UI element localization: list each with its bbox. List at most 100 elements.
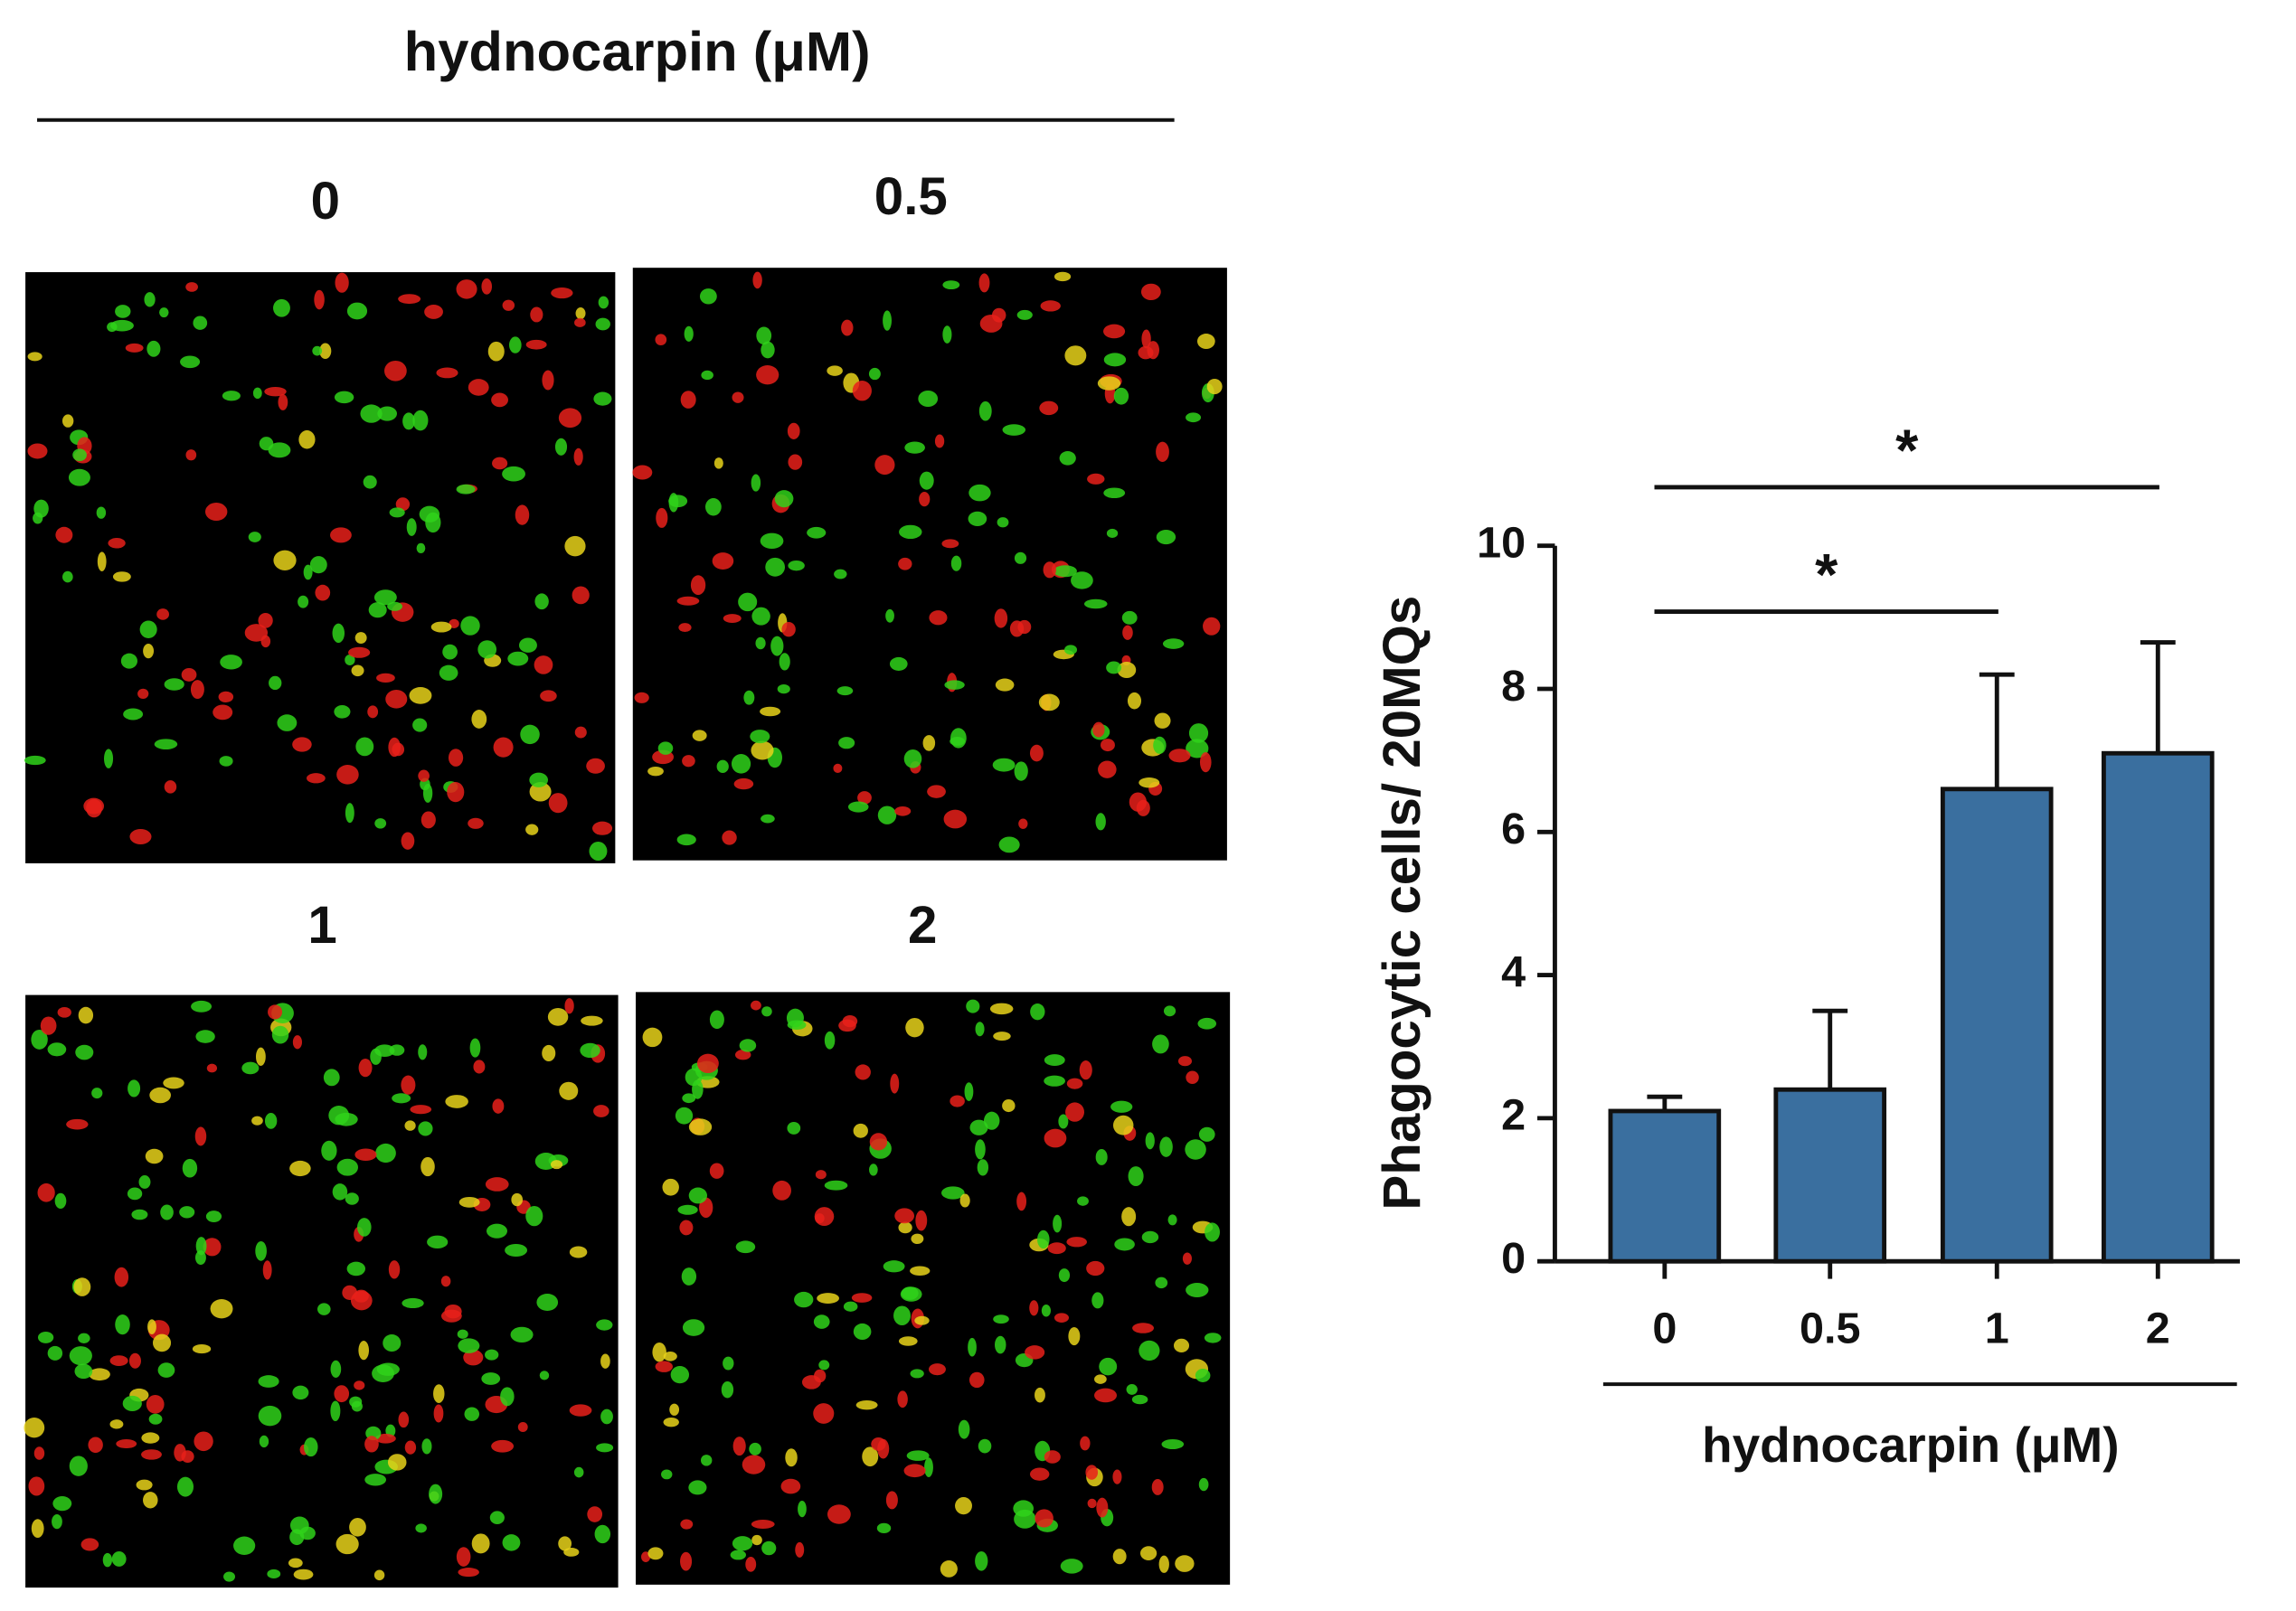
- cell: [136, 1479, 153, 1491]
- cell: [647, 766, 664, 777]
- cell: [332, 1183, 348, 1201]
- cell: [342, 1285, 358, 1300]
- cell: [1087, 1498, 1097, 1509]
- cell: [580, 1042, 600, 1059]
- cell: [1141, 1230, 1159, 1244]
- cell: [1101, 739, 1115, 752]
- cell: [655, 1361, 673, 1372]
- cell: [680, 1519, 694, 1530]
- cell: [929, 610, 948, 626]
- cell: [1203, 617, 1221, 636]
- cell: [542, 370, 554, 391]
- cell: [794, 1291, 814, 1308]
- cell: [569, 1246, 588, 1258]
- cell: [271, 1025, 289, 1044]
- cell: [185, 449, 197, 461]
- cell: [1114, 1238, 1135, 1251]
- cell: [1154, 712, 1171, 729]
- cell: [27, 443, 48, 459]
- cell: [244, 624, 269, 642]
- cell: [449, 618, 459, 629]
- cell: [598, 296, 609, 309]
- cell: [1167, 1214, 1177, 1226]
- cell: [1016, 309, 1033, 320]
- cell: [471, 1533, 490, 1554]
- y-tick-label: 6: [1501, 805, 1526, 853]
- cell: [993, 1032, 1011, 1041]
- cell: [676, 834, 696, 846]
- cell: [536, 1293, 559, 1311]
- cell: [918, 390, 939, 408]
- cell: [440, 1309, 462, 1323]
- cell: [732, 1536, 753, 1551]
- cell: [668, 495, 688, 508]
- cell: [115, 305, 131, 318]
- cell: [721, 1380, 734, 1399]
- cell: [670, 1365, 690, 1384]
- cell: [833, 763, 843, 773]
- cell: [332, 623, 345, 644]
- cell: [1044, 1075, 1065, 1087]
- cell: [772, 1180, 791, 1201]
- cell: [1128, 1166, 1144, 1187]
- cell: [143, 1492, 158, 1509]
- cell: [922, 735, 936, 751]
- cell: [968, 484, 991, 502]
- y-tick-label: 0: [1501, 1234, 1526, 1283]
- cell: [252, 387, 262, 400]
- cell: [735, 1240, 756, 1254]
- cell: [255, 1240, 267, 1261]
- cell: [558, 408, 582, 429]
- cell: [309, 556, 327, 574]
- cell: [1177, 1056, 1192, 1067]
- cell: [554, 438, 568, 456]
- cell: [559, 1081, 579, 1100]
- cell: [779, 653, 790, 671]
- cell: [1127, 692, 1142, 710]
- cell: [404, 1120, 416, 1131]
- cell: [813, 1314, 830, 1329]
- cell: [573, 448, 583, 466]
- cell: [853, 1123, 868, 1138]
- cell: [801, 1375, 821, 1390]
- cell: [289, 1160, 311, 1177]
- cell: [47, 1345, 63, 1361]
- cell: [304, 1437, 318, 1457]
- cell: [159, 307, 169, 318]
- cell: [1025, 1345, 1045, 1360]
- cell: [392, 1093, 411, 1104]
- cell: [241, 1061, 260, 1075]
- cell: [1018, 818, 1028, 829]
- cell: [732, 1437, 746, 1456]
- cell: [273, 550, 297, 570]
- cell: [1153, 736, 1167, 754]
- cell: [104, 749, 114, 768]
- cell: [86, 798, 102, 818]
- micrograph: [636, 992, 1231, 1585]
- cell: [47, 1042, 67, 1057]
- cell: [950, 1095, 965, 1107]
- cell: [1188, 723, 1209, 743]
- cell: [1122, 625, 1133, 640]
- cell: [445, 1095, 468, 1108]
- cell: [353, 1289, 369, 1303]
- cell: [1044, 1128, 1067, 1148]
- cell: [78, 1333, 90, 1343]
- cell: [699, 288, 717, 305]
- cell: [1168, 749, 1191, 763]
- cell: [267, 1569, 281, 1579]
- cell: [321, 1140, 337, 1161]
- cell: [975, 1550, 988, 1571]
- cell: [406, 518, 417, 536]
- cell: [682, 1319, 705, 1336]
- cell: [31, 1519, 44, 1538]
- cell: [425, 512, 441, 533]
- cell: [1197, 1017, 1217, 1030]
- cell: [677, 1204, 698, 1215]
- cell: [74, 1363, 93, 1380]
- cell: [251, 1116, 263, 1126]
- cell: [1085, 1465, 1099, 1480]
- cell: [334, 1385, 350, 1403]
- cell: [24, 755, 46, 766]
- cell: [563, 1547, 580, 1557]
